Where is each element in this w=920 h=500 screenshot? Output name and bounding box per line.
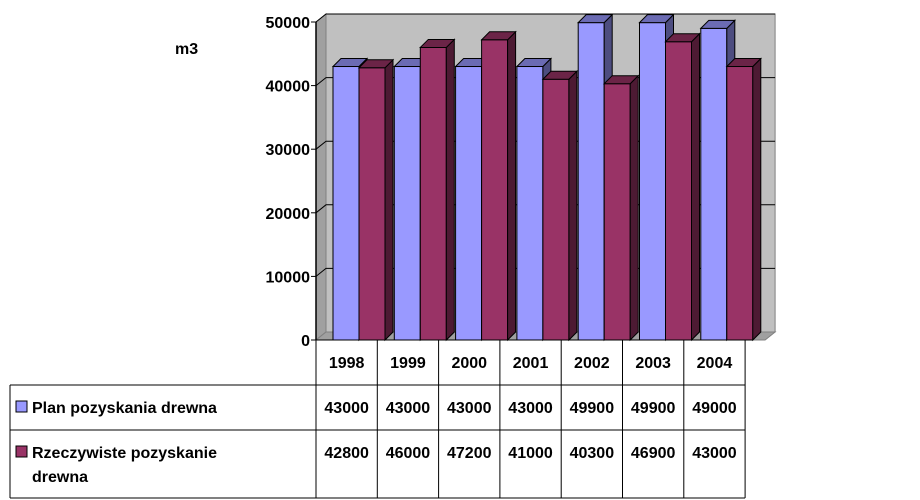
- legend-label: Rzeczywiste pozyskanie: [32, 445, 217, 462]
- y-axis-label: m3: [175, 41, 198, 58]
- y-tick-label: 40000: [266, 79, 311, 96]
- data-label: 40300: [570, 445, 615, 462]
- bar-side: [629, 74, 639, 342]
- y-tick-label: 30000: [266, 142, 311, 159]
- legend-swatch: [15, 445, 28, 458]
- bar-top: [480, 31, 517, 41]
- x-tick-label: 2003: [635, 355, 671, 372]
- bar-front: [358, 67, 386, 341]
- x-tick-label: 2002: [574, 355, 610, 372]
- bar-front: [700, 27, 728, 341]
- bar-front: [542, 78, 570, 341]
- bar-top: [725, 58, 763, 68]
- bar: [541, 70, 579, 342]
- x-tick-label: 1998: [329, 355, 365, 372]
- bar: [602, 74, 640, 342]
- bar-top: [515, 58, 553, 68]
- bar-side: [445, 38, 455, 342]
- data-label: 49000: [692, 400, 737, 417]
- data-label: 43000: [447, 400, 492, 417]
- data-label: 47200: [447, 445, 492, 462]
- bar: [664, 32, 701, 342]
- bar-side: [752, 57, 762, 342]
- bar-front: [455, 66, 483, 341]
- data-label: 43000: [692, 445, 737, 462]
- data-label: 49900: [570, 400, 615, 417]
- bar: [725, 57, 763, 342]
- bar-front: [332, 66, 360, 341]
- bar-top: [357, 59, 395, 69]
- y-axis: 0 10000 20000 30000 40000 50000: [266, 15, 317, 350]
- bar-front: [577, 22, 605, 341]
- data-label: 43000: [324, 400, 369, 417]
- x-tick-label: 2004: [697, 355, 733, 372]
- bar: [419, 38, 456, 342]
- data-label: 42800: [324, 445, 369, 462]
- bar-side: [507, 30, 517, 342]
- data-label: 49900: [631, 400, 676, 417]
- bar-top: [638, 14, 675, 24]
- legend-label: Plan pozyskania drewna: [32, 400, 217, 417]
- y-tick-label: 20000: [266, 206, 311, 223]
- bar-front: [665, 41, 692, 341]
- gridline: [315, 13, 776, 23]
- bar-front: [516, 66, 544, 341]
- plot-side-wall: [315, 12, 327, 342]
- bar-top: [602, 75, 640, 85]
- bar-front: [481, 39, 509, 341]
- bar-top: [419, 38, 456, 48]
- bar-top: [576, 14, 614, 24]
- data-label: 43000: [386, 400, 431, 417]
- y-tick-label: 10000: [266, 269, 311, 286]
- bar-front: [726, 66, 754, 341]
- bar-top: [541, 70, 579, 80]
- data-label: 46000: [386, 445, 431, 462]
- bar-top: [331, 58, 369, 68]
- bar-top: [664, 33, 701, 43]
- bar-side: [568, 70, 578, 342]
- legend-swatch: [15, 400, 28, 413]
- bar-top: [699, 19, 737, 29]
- x-tick-label: 2000: [451, 355, 487, 372]
- x-tick-label: 1999: [390, 355, 426, 372]
- y-tick-label: 50000: [266, 15, 311, 32]
- bar-front: [419, 46, 447, 341]
- bar-front: [639, 22, 666, 341]
- data-label: 43000: [508, 400, 553, 417]
- bars: [331, 13, 763, 342]
- data-label: 41000: [508, 445, 553, 462]
- bar: [480, 30, 517, 342]
- bar-front: [393, 66, 421, 341]
- bar: [357, 58, 395, 342]
- bar-front: [603, 83, 631, 341]
- x-tick-label: 2001: [513, 355, 549, 372]
- legend-label: drewna: [32, 469, 88, 486]
- data-label: 46900: [631, 445, 676, 462]
- y-tick-label: 0: [301, 333, 310, 350]
- data-table: 1998 1999 2000 2001 2002 2003 2004 Plan pozyska…: [9, 339, 746, 499]
- bar-side: [691, 32, 700, 342]
- bar-side: [384, 58, 394, 342]
